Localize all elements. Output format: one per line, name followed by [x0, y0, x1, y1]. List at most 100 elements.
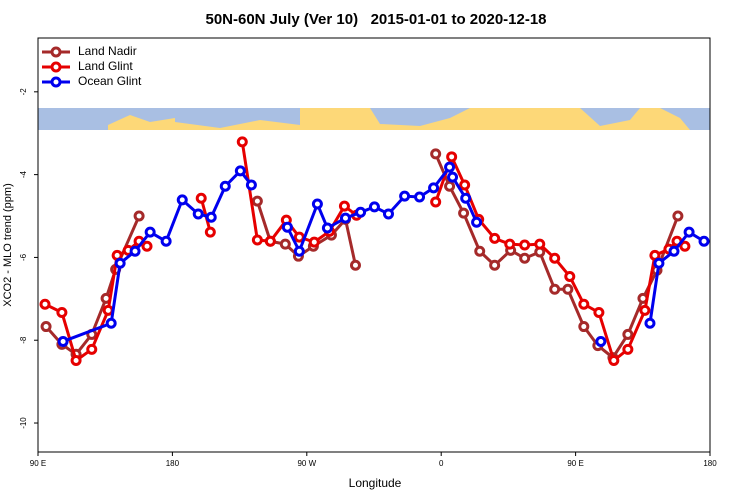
data-point	[205, 211, 217, 223]
data-point	[644, 317, 656, 329]
map-strip	[38, 108, 710, 130]
data-point	[683, 226, 695, 238]
y-tick-label: -8	[19, 336, 28, 344]
data-point	[519, 252, 531, 264]
legend-marker	[50, 46, 62, 58]
data-point	[622, 343, 634, 355]
data-point	[460, 192, 472, 204]
data-point	[672, 210, 684, 222]
data-point	[608, 355, 620, 367]
data-point	[446, 151, 458, 163]
data-point	[414, 191, 426, 203]
data-point	[649, 249, 661, 261]
data-point	[534, 238, 546, 250]
data-point	[562, 283, 574, 295]
y-tick-label: -2	[19, 88, 28, 96]
y-tick-label: -6	[19, 253, 28, 261]
x-tick-label: 90 E	[30, 459, 46, 468]
data-point	[399, 190, 411, 202]
data-point	[519, 239, 531, 251]
data-point	[578, 321, 590, 333]
data-point	[382, 208, 394, 220]
chart-title: 50N-60N July (Ver 10) 2015-01-01 to 2020…	[205, 11, 546, 28]
data-point	[321, 222, 333, 234]
data-point	[236, 136, 248, 148]
data-point	[114, 257, 126, 269]
data-point	[564, 270, 576, 282]
data-point	[349, 259, 361, 271]
data-point	[308, 236, 320, 248]
data-point	[141, 240, 153, 252]
data-point	[668, 245, 680, 257]
data-point	[698, 235, 710, 247]
data-point	[444, 180, 456, 192]
data-point	[129, 245, 141, 257]
x-tick-label: 180	[703, 459, 717, 468]
x-axis-label: Longitude	[349, 476, 402, 490]
data-point	[279, 238, 291, 250]
data-point	[653, 257, 665, 269]
data-point	[578, 298, 590, 310]
data-point	[57, 335, 69, 347]
data-point	[39, 298, 51, 310]
data-point	[339, 212, 351, 224]
data-point	[474, 245, 486, 257]
data-point	[281, 221, 293, 233]
data-point	[430, 196, 442, 208]
y-tick-label: -4	[19, 171, 28, 179]
data-point	[102, 304, 114, 316]
legend-marker	[50, 76, 62, 88]
legend-label: Land Glint	[78, 59, 133, 73]
data-point	[251, 234, 263, 246]
legend-label: Ocean Glint	[78, 74, 142, 88]
data-point	[428, 182, 440, 194]
data-point	[679, 240, 691, 252]
data-point	[549, 252, 561, 264]
data-point	[160, 235, 172, 247]
data-point	[56, 306, 68, 318]
data-point	[459, 179, 471, 191]
data-point	[489, 232, 501, 244]
x-tick-label: 180	[166, 459, 180, 468]
data-point	[311, 198, 323, 210]
data-point	[447, 171, 459, 183]
data-point	[639, 304, 651, 316]
data-point	[219, 180, 231, 192]
legend-marker	[50, 61, 62, 73]
series-line	[62, 163, 705, 343]
data-point	[549, 283, 561, 295]
data-point	[489, 259, 501, 271]
data-point	[176, 194, 188, 206]
y-tick-label: -10	[19, 417, 28, 429]
y-axis-label: XCO2 - MLO trend (ppm)	[2, 183, 14, 306]
data-point	[355, 206, 367, 218]
data-point	[251, 195, 263, 207]
data-point	[471, 216, 483, 228]
data-point	[192, 208, 204, 220]
data-point	[144, 226, 156, 238]
data-point	[593, 306, 605, 318]
plot-frame	[37, 37, 711, 453]
data-point	[133, 210, 145, 222]
data-point	[195, 192, 207, 204]
x-tick-label: 90 E	[567, 459, 583, 468]
data-point	[204, 226, 216, 238]
legend-label: Land Nadir	[78, 44, 137, 58]
x-tick-label: 90 W	[297, 459, 316, 468]
data-point	[86, 343, 98, 355]
data-point	[40, 321, 52, 333]
data-point	[458, 207, 470, 219]
data-point	[234, 165, 246, 177]
data-point	[264, 235, 276, 247]
data-point	[293, 245, 305, 257]
data-point	[338, 200, 350, 212]
data-point	[444, 161, 456, 173]
data-point	[245, 179, 257, 191]
data-point	[430, 148, 442, 160]
x-tick-label: 0	[439, 459, 444, 468]
data-point	[595, 335, 607, 347]
data-point	[504, 238, 516, 250]
data-point	[368, 201, 380, 213]
data-point	[70, 355, 82, 367]
